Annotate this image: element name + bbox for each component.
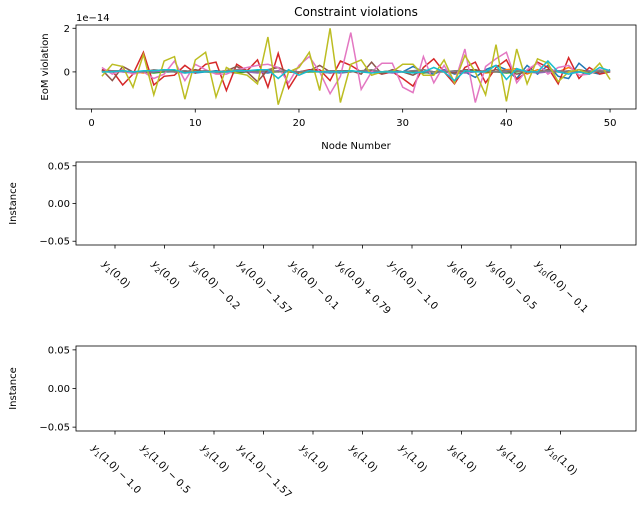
y-tick-label: 2 [64, 24, 70, 35]
series-line-4 [101, 50, 611, 93]
x-tick-label: 10 [189, 118, 202, 129]
x-tick-label: 40 [500, 118, 513, 129]
y-axis-label: Instance [8, 182, 19, 225]
y-tick-label: 0.05 [48, 345, 70, 356]
y-tick-label: 0.05 [48, 161, 70, 172]
y-tick-label: −0.05 [39, 423, 70, 434]
axes-frame [75, 24, 637, 110]
y-axis-label: Instance [8, 367, 19, 410]
x-tick-label: 0 [88, 118, 94, 129]
y-offset-text: 1e−14 [76, 13, 110, 24]
y-tick-label: −0.05 [39, 237, 70, 248]
series-line-9 [101, 28, 611, 105]
x-axis-label: Node Number [321, 141, 391, 152]
chart-title: Constraint violations [294, 5, 418, 19]
y-axis-label: EoM violation [40, 33, 51, 100]
y-tick-label: 0.00 [48, 384, 70, 395]
series-line-10 [101, 59, 611, 82]
x-tick-label: 50 [604, 118, 617, 129]
constraint-violations-axes: 0 10 20 30 40 50 0 2 Constraint violations Node N… [40, 5, 637, 152]
y-tick-label: 0.00 [48, 199, 70, 210]
y-tick-label: 0 [64, 67, 70, 78]
x-tick-label: 20 [293, 118, 306, 129]
x-tick-label: 30 [396, 118, 409, 129]
